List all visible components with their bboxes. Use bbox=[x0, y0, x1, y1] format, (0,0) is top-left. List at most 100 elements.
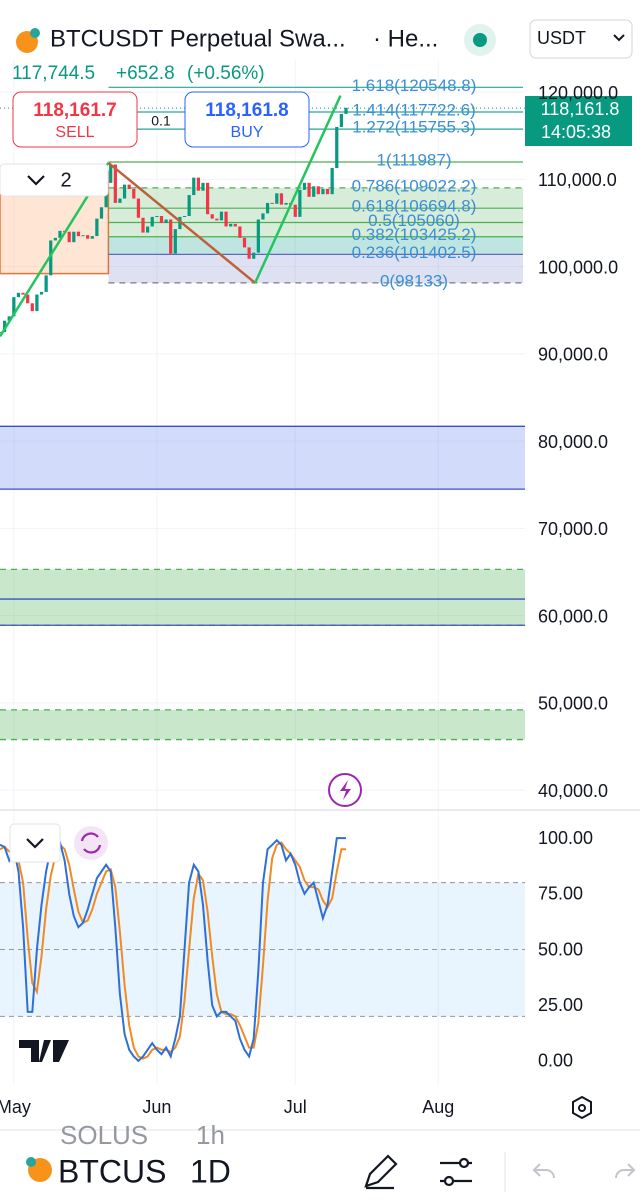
candle bbox=[7, 316, 11, 321]
fib-zone bbox=[108, 222, 524, 237]
prev-interval: 1h bbox=[196, 1120, 225, 1150]
last-price: 117,744.5 bbox=[12, 63, 95, 84]
candle bbox=[113, 164, 117, 203]
fib-label: 1.414(117722.6) bbox=[352, 100, 476, 119]
candle bbox=[224, 211, 228, 227]
candle bbox=[53, 237, 57, 241]
buy-label: BUY bbox=[231, 124, 264, 141]
candle bbox=[0, 332, 2, 334]
candle bbox=[210, 214, 214, 219]
candle bbox=[316, 186, 320, 195]
candle bbox=[49, 240, 53, 276]
buy-button[interactable] bbox=[184, 91, 310, 148]
trend-line bbox=[107, 161, 256, 284]
sell-label: SELL bbox=[55, 124, 94, 141]
candle bbox=[265, 202, 270, 214]
sell-price: 118,161.7 bbox=[33, 100, 116, 121]
candle bbox=[173, 229, 177, 254]
candle bbox=[72, 231, 76, 243]
candle bbox=[76, 231, 81, 237]
candle bbox=[192, 177, 196, 196]
trend-line bbox=[253, 95, 342, 284]
currency-select[interactable] bbox=[529, 19, 633, 59]
prev-symbol: SOLUS bbox=[60, 1120, 148, 1150]
fib-label: 1.618(120548.8) bbox=[352, 76, 477, 95]
redo-icon[interactable] bbox=[615, 1163, 636, 1179]
chevron bbox=[613, 34, 625, 42]
y-tick-label: 80,000.0 bbox=[538, 432, 608, 452]
candle bbox=[196, 177, 200, 191]
candle bbox=[201, 182, 205, 191]
price-tag-countdown: 14:05:38 bbox=[541, 122, 611, 142]
symbol[interactable]: BTCUS bbox=[58, 1153, 166, 1189]
candle bbox=[44, 275, 48, 292]
interval[interactable]: 1D bbox=[190, 1153, 231, 1189]
logo bbox=[19, 1040, 69, 1062]
drawings-toggle[interactable] bbox=[0, 163, 109, 197]
candle bbox=[155, 216, 159, 218]
y-tick-label: 75.00 bbox=[538, 884, 583, 904]
candle bbox=[30, 303, 34, 312]
collapse-button[interactable] bbox=[9, 823, 61, 863]
candle bbox=[307, 182, 311, 197]
candle bbox=[90, 236, 94, 239]
candle bbox=[178, 216, 182, 230]
candle bbox=[284, 202, 288, 205]
x-tick-label: Jul bbox=[284, 1097, 307, 1117]
candle bbox=[312, 186, 316, 197]
y-tick-label: 50,000.0 bbox=[538, 694, 608, 714]
candle bbox=[132, 188, 136, 199]
y-tick-label: 70,000.0 bbox=[538, 519, 608, 539]
bolt bbox=[340, 780, 351, 800]
candle bbox=[335, 127, 339, 169]
y-tick-label: 25.00 bbox=[538, 995, 583, 1015]
candle bbox=[81, 235, 85, 237]
candle bbox=[182, 216, 187, 218]
coin-badge bbox=[26, 1157, 36, 1167]
symbol-title[interactable]: BTCUSDT Perpetual Swa... bbox=[50, 25, 346, 52]
candle bbox=[39, 291, 44, 295]
x-tick-label: Aug bbox=[422, 1097, 454, 1117]
candle bbox=[270, 202, 274, 204]
sell-button[interactable] bbox=[12, 91, 138, 148]
candle bbox=[325, 188, 330, 195]
status-dot bbox=[473, 33, 487, 47]
candle bbox=[86, 235, 90, 239]
settings-icon[interactable] bbox=[572, 1095, 592, 1120]
draw-icon[interactable] bbox=[364, 1154, 398, 1190]
candle bbox=[247, 247, 251, 259]
candle bbox=[233, 223, 237, 227]
candle bbox=[58, 230, 62, 238]
fib-label: 1(111987) bbox=[377, 151, 452, 170]
coin-badge bbox=[30, 28, 40, 38]
undo-icon[interactable] bbox=[532, 1163, 555, 1179]
candle bbox=[136, 198, 141, 218]
price-pane: 1.618(120548.8) 1.414(117722.6)1.272(1157… bbox=[0, 60, 525, 810]
slider-knob bbox=[443, 1175, 455, 1187]
y-tick-label: 90,000.0 bbox=[538, 345, 608, 365]
oscillator-pane bbox=[0, 811, 525, 1085]
candle bbox=[242, 237, 247, 248]
candle bbox=[164, 219, 168, 223]
x-tick-label: Jun bbox=[142, 1097, 171, 1117]
fib-label: 1.272(115755.3) bbox=[352, 118, 476, 137]
candle bbox=[122, 184, 127, 199]
candle bbox=[150, 216, 154, 227]
candle bbox=[21, 292, 25, 295]
zone bbox=[0, 426, 525, 490]
candle bbox=[215, 218, 219, 221]
fib-label: 0.382(103425.2) bbox=[352, 225, 477, 244]
fib-label: 0.786(109022.2) bbox=[352, 176, 477, 195]
fib-label: 0(98133) bbox=[380, 271, 448, 290]
candle bbox=[321, 188, 325, 195]
sync-button[interactable] bbox=[74, 826, 108, 860]
candle bbox=[141, 217, 145, 233]
candle bbox=[298, 189, 302, 217]
x-tick-label: May bbox=[0, 1097, 31, 1117]
sync-icon bbox=[80, 832, 102, 854]
candle bbox=[159, 216, 164, 223]
drawings-count: 2 bbox=[60, 169, 71, 191]
fib-label: 0.236(101402.5) bbox=[352, 243, 477, 262]
candle bbox=[252, 252, 256, 259]
y-tick-label: 40,000.0 bbox=[538, 781, 608, 801]
